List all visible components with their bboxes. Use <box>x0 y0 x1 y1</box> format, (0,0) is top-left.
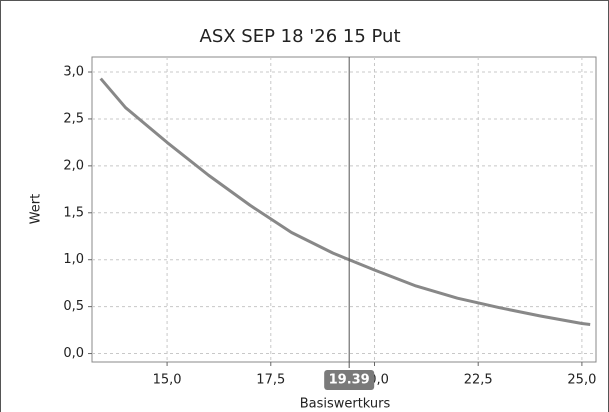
x-axis-label: Basiswertkurs <box>300 397 391 412</box>
y-tick-label: 3,0 <box>63 65 84 80</box>
plot-area <box>91 56 597 363</box>
y-tick-label: 2,0 <box>63 158 84 173</box>
y-tick-label: 0,0 <box>63 346 84 361</box>
y-tick-label: 1,5 <box>63 205 84 220</box>
x-tick-label: 22,5 <box>464 373 493 388</box>
y-axis-label: Wert <box>29 194 44 225</box>
x-tick-label: 25,0 <box>567 373 596 388</box>
y-tick-label: 2,5 <box>63 111 84 126</box>
y-tick-label: 1,0 <box>63 252 84 267</box>
chart-title: ASX SEP 18 '26 15 Put <box>200 26 401 47</box>
y-tick-label: 0,5 <box>63 299 84 314</box>
crosshair-label-box <box>324 370 375 390</box>
x-tick-label: 17,5 <box>256 373 285 388</box>
crosshair-label: 19.39 <box>329 373 370 388</box>
x-tick-label: 15,0 <box>153 373 182 388</box>
